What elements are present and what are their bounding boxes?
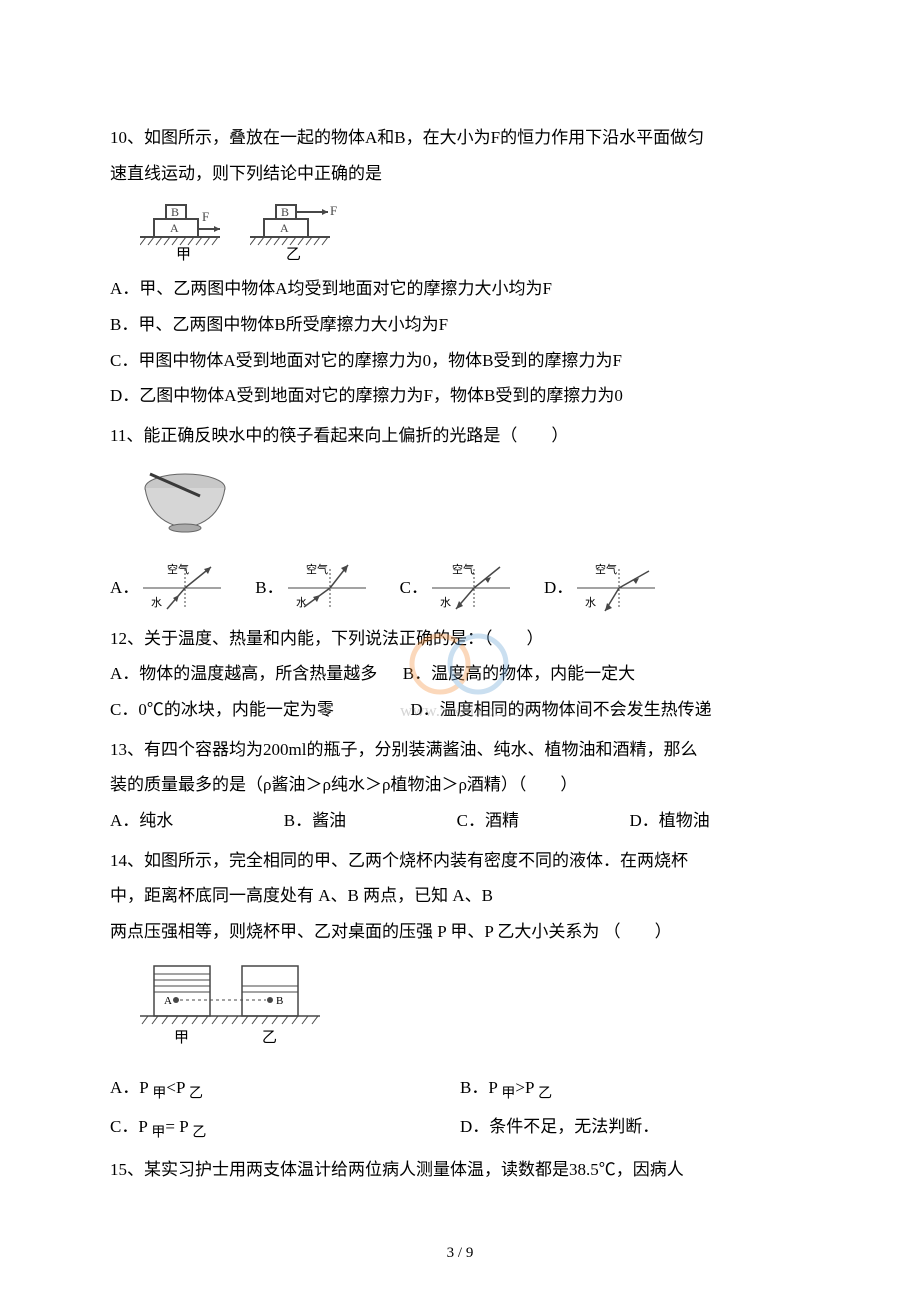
svg-text:B: B (281, 205, 289, 219)
refraction-icon-b: 空气 水 (284, 561, 370, 615)
q14-diagram: A B (140, 960, 810, 1061)
page-number: 3 / 9 (0, 1245, 920, 1262)
svg-text:水: 水 (151, 596, 162, 609)
q12-option-a: A．物体的温度越高，所含热量越多 (110, 664, 377, 683)
q10-option-a: A．甲、乙两图中物体A均受到地面对它的摩擦力大小均为F (110, 271, 810, 307)
q12-option-c: C．0℃的冰块，内能一定为零 (110, 700, 334, 719)
q15-stem: 15、某实习护士用两支体温计给两位病人测量体温，读数都是38.5℃，因病人 (110, 1152, 810, 1188)
q14-option-a: A．P 甲<P 乙 (110, 1070, 460, 1109)
q14-options-row1: A．P 甲<P 乙 B．P 甲>P 乙 (110, 1070, 810, 1109)
q13-option-c: C．酒精 (457, 811, 519, 830)
q12-stem: 12、关于温度、热量和内能，下列说法正确的是：（ ） (110, 621, 810, 657)
q13-option-a: A．纯水 (110, 811, 173, 830)
svg-text:乙: 乙 (262, 1030, 277, 1046)
q12-row-ab: A．物体的温度越高，所含热量越多 B．温度高的物体，内能一定大 (110, 656, 810, 692)
refraction-icon-a: 空气 水 (139, 561, 225, 615)
q14-stem-line3: 两点压强相等，则烧杯甲、乙对桌面的压强 P 甲、P 乙大小关系为 （ ） (110, 914, 810, 950)
q10-stem-line2: 速直线运动，则下列结论中正确的是 (110, 156, 810, 192)
q12-option-d: D．温度相同的两物体间不会发生热传递 (410, 700, 711, 719)
svg-text:F: F (330, 203, 337, 218)
svg-text:甲: 甲 (174, 1030, 189, 1046)
q14-option-b: B．P 甲>P 乙 (460, 1070, 810, 1109)
q14-stem-line2: 中，距离杯底同一高度处有 A、B 两点，已知 A、B (110, 878, 810, 914)
q13-stem-line2: 装的质量最多的是（ρ酱油＞ρ纯水＞ρ植物油＞ρ酒精）（ ） (110, 767, 810, 803)
svg-text:水: 水 (440, 596, 451, 609)
question-12: 12、关于温度、热量和内能，下列说法正确的是：（ ） A．物体的温度越高，所含热… (110, 621, 810, 728)
q10-label-jia: 甲 (176, 247, 191, 263)
svg-text:水: 水 (296, 596, 307, 609)
q11-stem: 11、能正确反映水中的筷子看起来向上偏折的光路是（ ） (110, 418, 810, 454)
svg-text:水: 水 (585, 596, 596, 609)
q14-option-c: C．P 甲= P 乙 (110, 1109, 460, 1148)
q10-option-c: C．甲图中物体A受到地面对它的摩擦力为0，物体B受到的摩擦力为F (110, 343, 810, 379)
question-14: 14、如图所示，完全相同的甲、乙两个烧杯内装有密度不同的液体．在两烧杯 中，距离… (110, 843, 810, 1148)
svg-text:A: A (280, 221, 289, 235)
svg-text:B: B (171, 205, 179, 219)
q12-row-cd: C．0℃的冰块，内能一定为零 D．温度相同的两物体间不会发生热传递 (110, 692, 810, 728)
svg-text:空气: 空气 (452, 562, 474, 576)
q11-option-c: C． 空气 水 (400, 561, 514, 615)
svg-text:A: A (164, 995, 172, 1007)
refraction-icon-d: 空气 水 (573, 561, 659, 615)
svg-text:空气: 空气 (306, 562, 328, 576)
q10-diagram-yi: B A F 乙 (250, 199, 340, 263)
q10-diagram: B A F 甲 B (140, 199, 810, 263)
svg-text:空气: 空气 (167, 562, 189, 576)
question-13: 13、有四个容器均为200ml的瓶子，分别装满酱油、纯水、植物油和酒精，那么 装… (110, 732, 810, 839)
svg-text:A: A (170, 221, 179, 235)
q13-stem-line1: 13、有四个容器均为200ml的瓶子，分别装满酱油、纯水、植物油和酒精，那么 (110, 732, 810, 768)
q10-option-b: B．甲、乙两图中物体B所受摩擦力大小均为F (110, 307, 810, 343)
q11-option-d: D． 空气 水 (544, 561, 659, 615)
q14-options-row2: C．P 甲= P 乙 D．条件不足，无法判断． (110, 1109, 810, 1148)
q10-diagram-jia: B A F 甲 (140, 199, 230, 263)
q12-option-b: B．温度高的物体，内能一定大 (403, 664, 635, 683)
question-10: 10、如图所示，叠放在一起的物体A和B，在大小为F的恒力作用下沿水平面做匀 速直… (110, 120, 810, 414)
exam-page: 10、如图所示，叠放在一起的物体A和B，在大小为F的恒力作用下沿水平面做匀 速直… (0, 0, 920, 1232)
question-11: 11、能正确反映水中的筷子看起来向上偏折的光路是（ ） A． 空气 水 (110, 418, 810, 614)
q14-option-d: D．条件不足，无法判断． (460, 1109, 810, 1148)
q10-label-yi: 乙 (286, 247, 301, 263)
svg-text:B: B (276, 995, 283, 1007)
refraction-icon-c: 空气 水 (428, 561, 514, 615)
q14-stem-line1: 14、如图所示，完全相同的甲、乙两个烧杯内装有密度不同的液体．在两烧杯 (110, 843, 810, 879)
svg-text:空气: 空气 (595, 562, 617, 576)
q10-stem-line1: 10、如图所示，叠放在一起的物体A和B，在大小为F的恒力作用下沿水平面做匀 (110, 120, 810, 156)
q11-bowl-image (140, 462, 810, 553)
q13-options-row: A．纯水 B．酱油 C．酒精 D．植物油 (110, 803, 810, 839)
svg-text:F: F (202, 209, 209, 224)
q11-options: A． 空气 水 B． 空气 水 (110, 561, 810, 615)
question-15: 15、某实习护士用两支体温计给两位病人测量体温，读数都是38.5℃，因病人 (110, 1152, 810, 1188)
q11-option-b: B． 空气 水 (255, 561, 369, 615)
q10-option-d: D．乙图中物体A受到地面对它的摩擦力为F，物体B受到的摩擦力为0 (110, 378, 810, 414)
q13-option-b: B．酱油 (284, 811, 346, 830)
q11-option-a: A． 空气 水 (110, 561, 225, 615)
q13-option-d: D．植物油 (629, 811, 709, 830)
